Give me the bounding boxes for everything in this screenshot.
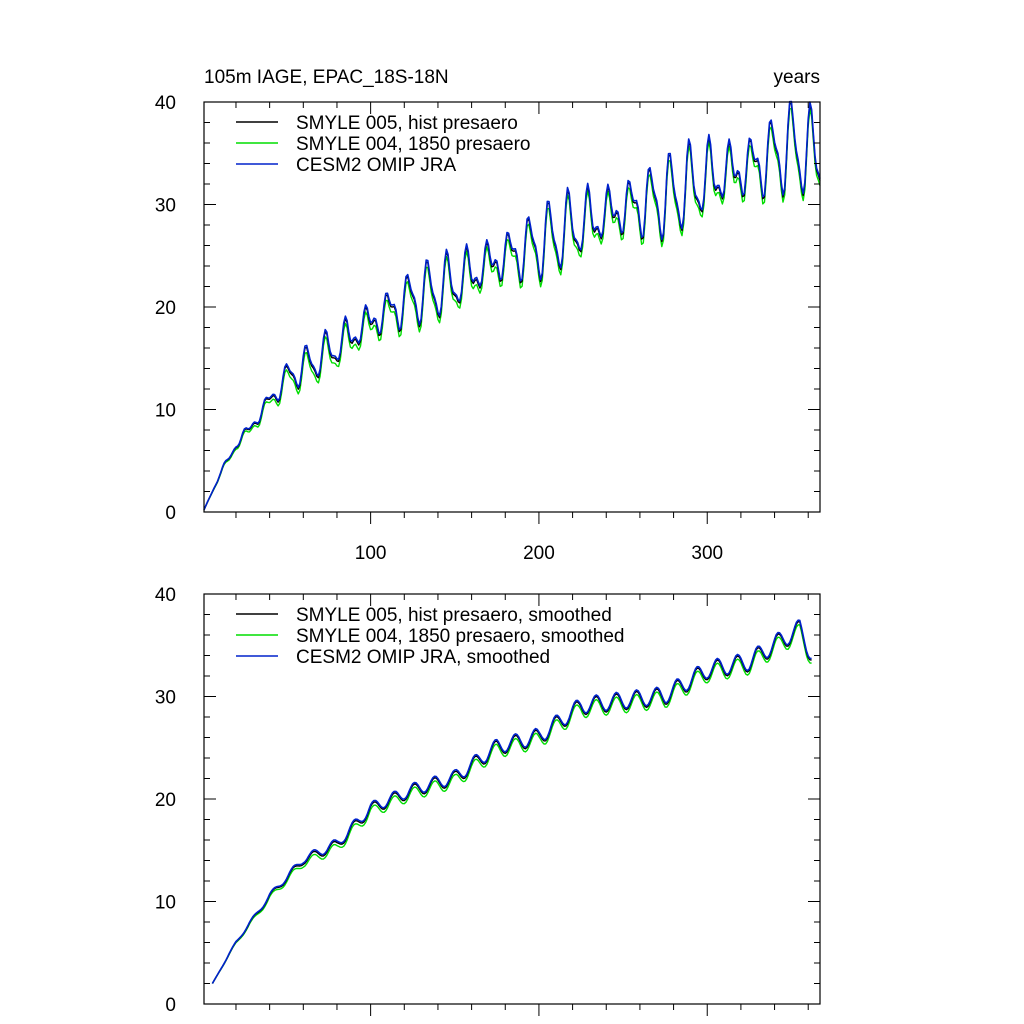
chart-panel-top: 105m IAGE, EPAC_18S-18N years 0 10 20 30 40 1… — [155, 67, 821, 564]
series-line — [211, 621, 812, 984]
legend-label: CESM2 OMIP JRA, smoothed — [296, 647, 550, 668]
series-line — [203, 107, 821, 511]
y-tick-label: 0 — [165, 503, 176, 524]
y-tick-label: 20 — [155, 790, 176, 811]
legend-label: CESM2 OMIP JRA — [296, 155, 456, 176]
series-line — [211, 619, 812, 984]
series-line — [211, 624, 812, 984]
x-tick-label: 300 — [691, 543, 723, 564]
legend-label: SMYLE 005, hist presaero — [296, 113, 518, 134]
chart-units: years — [774, 67, 820, 88]
x-tick-label: 200 — [523, 543, 555, 564]
legend-label: SMYLE 005, hist presaero, smoothed — [296, 605, 612, 626]
legend: SMYLE 005, hist presaero, smoothedSMYLE … — [236, 605, 624, 668]
y-tick-label: 10 — [155, 893, 176, 914]
y-tick-label: 40 — [155, 585, 176, 606]
tick-group: 0 10 20 30 40 100 200 300 — [155, 93, 820, 564]
series-line — [203, 100, 821, 511]
series-group — [211, 619, 812, 984]
chart-title: 105m IAGE, EPAC_18S-18N — [204, 67, 449, 88]
y-tick-label: 0 — [165, 995, 176, 1016]
legend-label: SMYLE 004, 1850 presaero, smoothed — [296, 626, 624, 647]
x-tick-label: 100 — [355, 543, 387, 564]
y-tick-label: 30 — [155, 196, 176, 217]
tick-group: 0 10 20 30 40 — [155, 585, 820, 1016]
y-tick-label: 20 — [155, 298, 176, 319]
y-tick-label: 40 — [155, 93, 176, 114]
y-tick-label: 10 — [155, 401, 176, 422]
series-group — [203, 100, 821, 511]
chart-panel-bottom: 0 10 20 30 40 SMYLE 005, hist presaero, smoo… — [155, 585, 821, 1016]
legend-label: SMYLE 004, 1850 presaero — [296, 134, 531, 155]
y-tick-label: 30 — [155, 688, 176, 709]
